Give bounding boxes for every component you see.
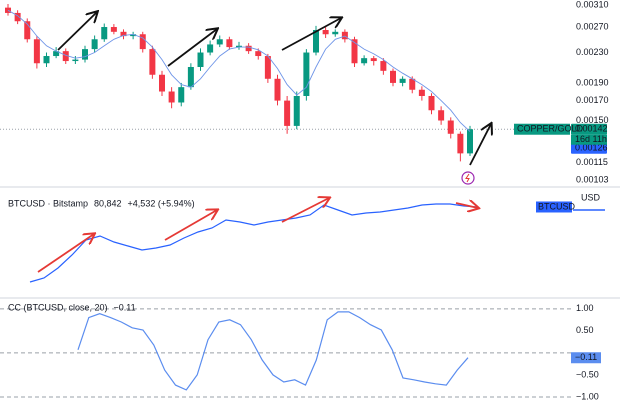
y-tick-label: 1.00 — [576, 303, 594, 313]
candle-body — [313, 29, 319, 53]
candle-body — [72, 59, 79, 62]
candle-body — [101, 27, 108, 40]
candle-body — [187, 66, 194, 88]
symbol-label: COPPER/GOLD — [517, 124, 584, 134]
candle-body — [62, 51, 69, 62]
candle-body — [447, 120, 454, 134]
price-tag — [571, 142, 607, 154]
y-tick-label: 0.00115 — [576, 157, 608, 167]
candle-body — [457, 133, 464, 154]
candle-body — [159, 74, 165, 92]
candle-body — [467, 129, 473, 154]
candle-body — [370, 58, 377, 62]
candle-body — [216, 39, 223, 45]
trend-arrow — [37, 234, 94, 273]
candle-body — [332, 31, 339, 35]
y-tick-label: 0.50 — [576, 325, 594, 335]
candle-body — [24, 21, 31, 40]
candle-body — [53, 51, 60, 57]
candle-body — [14, 12, 21, 22]
candle-body — [139, 34, 146, 50]
value-tag-label: −0.11 — [575, 352, 597, 362]
trend-arrow — [281, 198, 329, 223]
candle-body — [361, 58, 368, 64]
y-tick-label: 0.00150 — [576, 115, 609, 125]
y-tick-label: 0.00310 — [576, 0, 609, 9]
trend-arrow — [164, 210, 217, 241]
candle-body — [245, 45, 252, 52]
candle-body — [236, 45, 242, 48]
pane-title: BTCUSD · Bitstamp — [8, 198, 88, 208]
candle-body — [82, 49, 88, 60]
candle-body — [418, 89, 425, 96]
last-value: 80,842 — [94, 198, 122, 208]
drawings — [37, 12, 491, 273]
y-tick-label: 0.00270 — [576, 21, 609, 31]
candle-body — [264, 56, 271, 79]
trend-arrow — [281, 18, 341, 51]
candle-body — [120, 31, 127, 37]
trend-arrow — [57, 12, 97, 51]
last-value: −0.11 — [114, 302, 136, 312]
candle-body — [149, 49, 156, 75]
candle-body — [274, 78, 281, 101]
plot-layer: 0.00310 0.00270 0.00230 0.00190 0.00170 0.001… — [0, 0, 609, 401]
candle-body — [409, 78, 416, 90]
candle-body — [390, 70, 396, 83]
y-tick-label: −1.00 — [576, 391, 599, 401]
candle-body — [284, 100, 291, 126]
price-tag-label: 0.00142 — [575, 124, 608, 134]
series-line — [29, 203, 479, 283]
candle-body — [226, 39, 233, 48]
y-tick-label: 0.00230 — [576, 47, 609, 57]
candle-body — [399, 78, 406, 83]
candle-body — [303, 52, 310, 96]
trend-arrow — [167, 29, 217, 67]
candle-body — [130, 34, 137, 37]
candle-body — [197, 52, 204, 67]
candle-body — [438, 110, 445, 121]
candle-body — [43, 56, 50, 64]
candle-body — [168, 91, 175, 103]
candle-body — [428, 95, 435, 111]
candle-body — [380, 61, 387, 71]
y-tick-label: 0.00103 — [576, 175, 609, 185]
candle-body — [255, 51, 262, 57]
currency-label: USD — [581, 192, 601, 202]
y-tick-label: 0.00170 — [576, 95, 609, 105]
price-tag — [571, 123, 607, 135]
countdown-label: 16d 11h — [575, 134, 607, 144]
countdown-tag — [571, 134, 607, 145]
candle-body — [91, 39, 98, 50]
series-line — [77, 311, 469, 391]
change-label: +4,532 (+5.94%) — [128, 198, 195, 208]
event-icon-bolt — [465, 173, 470, 183]
candle-body — [33, 39, 40, 64]
price-tag-label: 0.00126 — [575, 143, 608, 153]
trend-arrow — [469, 124, 491, 166]
candle-body — [341, 31, 348, 40]
tag-label: BTCUSD — [538, 201, 576, 211]
candle-body — [207, 44, 214, 53]
candle-body — [351, 39, 358, 64]
candle-body — [5, 7, 11, 13]
trend-arrow — [455, 203, 478, 208]
symbol-tag — [514, 123, 570, 135]
y-tick-label: 0.00190 — [576, 77, 609, 87]
pane-title: CC (BTCUSD, close, 20) — [8, 302, 108, 312]
candle-body — [322, 29, 329, 35]
tag-box — [536, 201, 572, 213]
candle-body — [178, 87, 185, 103]
moving-average — [7, 9, 471, 132]
candle-body — [110, 27, 117, 32]
y-tick-label: −0.50 — [576, 369, 599, 379]
candle-body — [293, 95, 300, 126]
value-tag — [571, 352, 601, 364]
